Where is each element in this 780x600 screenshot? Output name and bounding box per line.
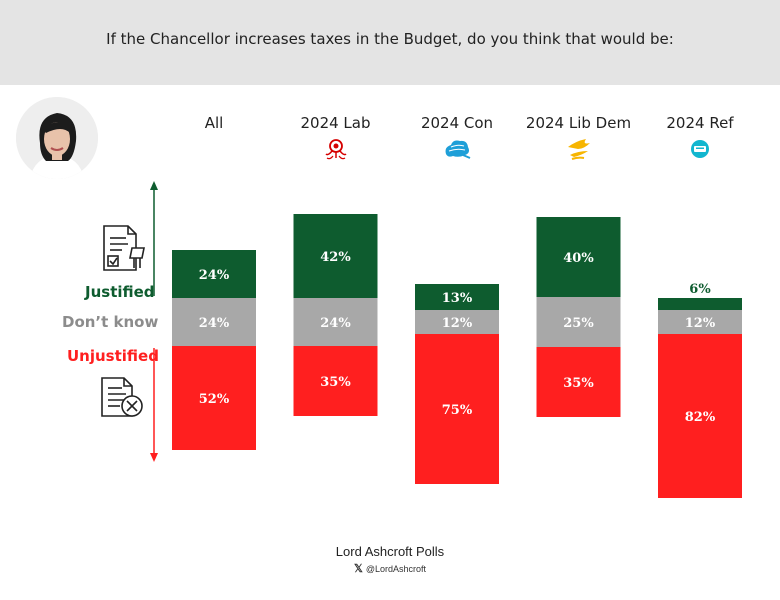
value-label-justified-2024-lib-dem: 40% — [563, 251, 594, 266]
bar-don-t-know-2024-lab — [293, 298, 378, 346]
legend-dont-know: Don’t know — [62, 313, 159, 331]
value-label-don-t-know-2024-ref: 12% — [685, 316, 716, 331]
value-label-unjustified-2024-ref: 82% — [685, 410, 716, 425]
bar-unjustified-2024-lab — [293, 346, 378, 416]
bar-don-t-know-all — [172, 298, 256, 346]
value-label-unjustified-all: 52% — [199, 392, 230, 407]
bar-don-t-know-2024-lib-dem — [536, 297, 621, 347]
legend-unjustified: Unjustified — [67, 347, 159, 365]
value-label-justified-2024-ref: 6% — [689, 282, 711, 297]
category-label-all: All — [205, 114, 224, 132]
reform-logo-icon — [691, 140, 709, 158]
x-logo-icon: 𝕏 — [353, 563, 363, 575]
value-label-don-t-know-2024-con: 12% — [442, 316, 473, 331]
bar-unjustified-2024-ref — [658, 334, 742, 498]
bar-justified-all — [172, 250, 256, 298]
title-banner — [0, 0, 780, 85]
conservative-tree-icon — [445, 140, 471, 159]
lib-dem-bird-icon — [568, 139, 590, 160]
value-label-unjustified-2024-lib-dem: 35% — [563, 376, 594, 391]
value-label-justified-all: 24% — [199, 268, 230, 283]
category-label-2024-lib-dem: 2024 Lib Dem — [526, 114, 631, 132]
bar-unjustified-all — [172, 346, 256, 450]
bar-justified-2024-con — [415, 284, 499, 310]
category-label-2024-lab: 2024 Lab — [300, 114, 370, 132]
party-logos — [325, 139, 709, 160]
chancellor-photo — [16, 97, 98, 179]
chart-title: If the Chancellor increases taxes in the… — [106, 30, 674, 48]
value-label-unjustified-2024-con: 75% — [442, 403, 473, 418]
value-label-justified-2024-con: 13% — [442, 291, 473, 306]
bar-unjustified-2024-con — [415, 334, 499, 484]
bar-don-t-know-2024-ref — [658, 310, 742, 334]
footer-social-handle: 𝕏 @LordAshcroft — [0, 562, 780, 575]
category-label-2024-ref: 2024 Ref — [666, 114, 734, 132]
bar-justified-2024-lib-dem — [536, 217, 621, 297]
rejected-document-icon — [101, 377, 143, 417]
justified-arrow — [150, 181, 158, 296]
bar-don-t-know-2024-con — [415, 310, 499, 334]
value-label-don-t-know-2024-lib-dem: 25% — [563, 316, 594, 331]
bar-justified-2024-ref — [658, 298, 742, 310]
footer-handle-text: @LordAshcroft — [365, 564, 427, 574]
labour-rose-icon — [325, 139, 347, 160]
value-label-justified-2024-lab: 42% — [320, 250, 351, 265]
checklist-document-icon — [103, 225, 145, 271]
footer-source: Lord Ashcroft Polls — [335, 544, 445, 559]
value-label-don-t-know-all: 24% — [199, 316, 230, 331]
value-label-don-t-know-2024-lab: 24% — [320, 316, 351, 331]
legend-justified: Justified — [85, 283, 155, 301]
bar-unjustified-2024-lib-dem — [536, 347, 621, 417]
value-label-unjustified-2024-lab: 35% — [320, 375, 351, 390]
bar-justified-2024-lab — [293, 214, 378, 298]
unjustified-arrow — [150, 348, 158, 462]
category-label-2024-con: 2024 Con — [421, 114, 493, 132]
